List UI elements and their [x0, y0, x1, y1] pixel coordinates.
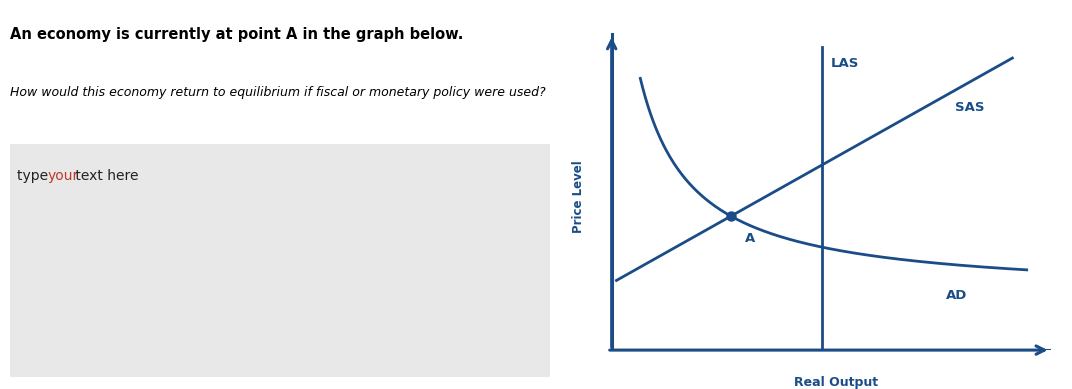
Text: text here: text here — [71, 169, 138, 183]
Text: A: A — [745, 231, 756, 245]
Text: type: type — [17, 169, 53, 183]
FancyBboxPatch shape — [10, 144, 550, 377]
Text: An economy is currently at point A in the graph below.: An economy is currently at point A in th… — [10, 27, 463, 42]
Text: your: your — [47, 169, 79, 183]
Text: LAS: LAS — [831, 57, 860, 70]
Text: AD: AD — [946, 289, 967, 302]
Text: Price Level: Price Level — [571, 161, 585, 233]
Text: SAS: SAS — [955, 101, 985, 114]
Text: Real Output: Real Output — [794, 376, 878, 389]
Text: How would this economy return to equilibrium if fiscal or monetary policy were u: How would this economy return to equilib… — [10, 86, 546, 98]
